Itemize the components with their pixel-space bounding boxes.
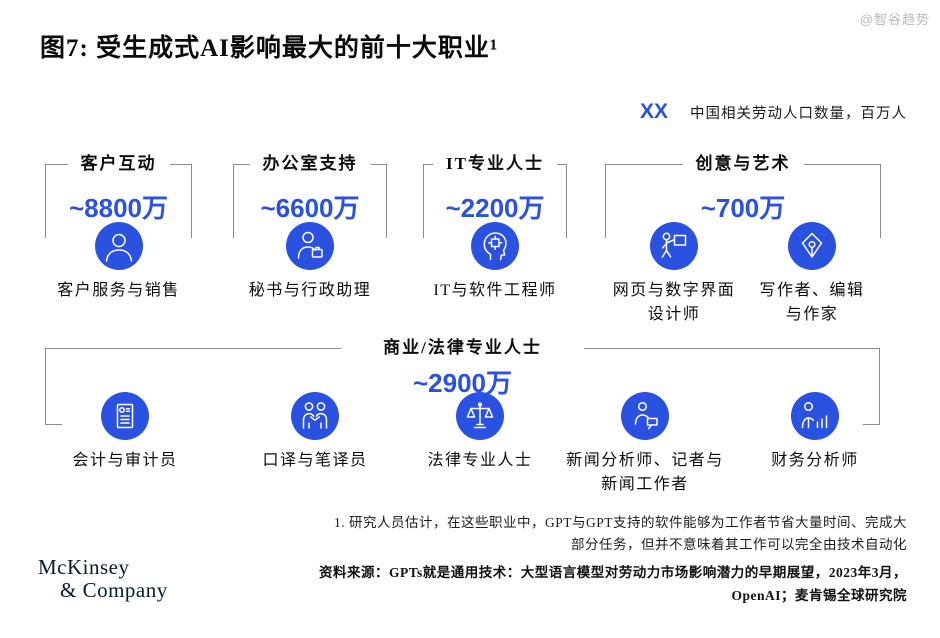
news-analyst-icon <box>634 401 658 430</box>
occupation: 法律专业人士 <box>395 392 565 473</box>
occupation-label: IT与软件工程师 <box>433 282 557 299</box>
secretary-icon <box>286 222 334 270</box>
group-title: 创意与艺术 <box>682 152 804 176</box>
bar-chart-icon <box>791 392 839 440</box>
legend-marker: XX <box>639 100 668 123</box>
source-note: 资料来源：GPTs就是通用技术：大型语言模型对劳动力市场影响潜力的早期展望，20… <box>319 561 907 607</box>
legend-label: 中国相关劳动人口数量，百万人 <box>690 105 907 122</box>
user-icon <box>94 222 143 270</box>
source-line: 资料来源：GPTs就是通用技术：大型语言模型对劳动力市场影响潜力的早期展望，20… <box>318 565 907 580</box>
watermark: @智谷趋势 <box>859 12 930 27</box>
occupation-label: 写作者、编辑 与作家 <box>759 282 865 323</box>
occupation-label: 口译与笔译员 <box>262 452 368 469</box>
occupation: 秘书与行政助理 <box>233 222 387 303</box>
occupation-label: 秘书与行政助理 <box>248 282 372 299</box>
figure-title: 图7: 受生成式AI影响最大的前十大职业¹ <box>40 35 499 62</box>
occupation: 口译与笔译员 <box>230 392 400 473</box>
group-title: 商业/法律专业人士 <box>341 336 584 360</box>
occupation-row: 客户服务与销售 <box>45 222 192 303</box>
scales-icon <box>456 392 504 440</box>
presenter-icon <box>661 232 687 258</box>
occupation-label: 法律专业人士 <box>427 452 533 469</box>
scales-icon <box>466 402 494 429</box>
mckinsey-logo: McKinsey & Company <box>38 556 168 602</box>
user-icon <box>105 233 132 262</box>
group-title: 客户互动 <box>67 152 170 176</box>
news-analyst-icon <box>621 392 669 440</box>
footnote-line: 部分任务，但并不意味着其工作可以完全由技术自动化 <box>571 537 907 552</box>
occupation: 客户服务与销售 <box>45 222 192 303</box>
logo-line: & Company <box>60 578 168 602</box>
pen-nib-icon <box>801 232 823 258</box>
group-value: ~6600万 <box>260 193 360 223</box>
occupation: IT与软件工程师 <box>423 222 567 303</box>
presenter-icon <box>650 222 698 270</box>
occupation-label: 新闻分析师、记者与 新闻工作者 <box>566 452 724 493</box>
occupation-label: 网页与数字界面 设计师 <box>612 282 736 323</box>
group-title: IT专业人士 <box>433 152 557 176</box>
occupation-row: IT与软件工程师 <box>423 222 567 303</box>
occupation: 新闻分析师、记者与 新闻工作者 <box>550 392 740 497</box>
interpreters-icon <box>291 392 339 440</box>
occupation-label: 财务分析师 <box>771 452 859 469</box>
occupation-label: 客户服务与销售 <box>57 282 180 299</box>
occupation: 会计与审计员 <box>45 392 205 473</box>
source-line: OpenAI；麦肯锡全球研究院 <box>731 588 907 603</box>
occupation: 写作者、编辑 与作家 <box>743 222 881 327</box>
legend: XX 中国相关劳动人口数量，百万人 <box>640 100 907 124</box>
occupation-label: 会计与审计员 <box>72 452 178 469</box>
pen-nib-icon <box>788 222 836 270</box>
footnote-line: 1. 研究人员估计，在这些职业中，GPT与GPT支持的软件能够为工作者节省大量时… <box>333 515 907 530</box>
group-title: 办公室支持 <box>249 152 371 176</box>
document-icon <box>116 403 134 429</box>
group-value: ~2900万 <box>412 368 513 398</box>
logo-line: McKinsey <box>38 555 130 579</box>
bar-chart-icon <box>801 401 828 429</box>
document-icon <box>101 392 149 440</box>
ai-head-icon <box>471 222 519 270</box>
secretary-icon <box>297 231 323 259</box>
occupation: 财务分析师 <box>730 392 900 473</box>
group-value: ~8800万 <box>68 193 169 223</box>
occupation-row: 秘书与行政助理 <box>233 222 387 303</box>
footnote: 1. 研究人员估计，在这些职业中，GPT与GPT支持的软件能够为工作者节省大量时… <box>334 512 907 556</box>
ai-head-icon <box>483 232 507 261</box>
interpreters-icon <box>302 402 328 429</box>
group-value: ~700万 <box>700 193 786 223</box>
group-value: ~2200万 <box>445 193 545 223</box>
occupation-row: 网页与数字界面 设计师 写作者、编辑 与作家 <box>605 222 881 327</box>
occupation: 网页与数字界面 设计师 <box>605 222 743 327</box>
group-business-legal: 商业/法律专业人士 ~2900万 会计与审计员 <box>45 336 880 516</box>
